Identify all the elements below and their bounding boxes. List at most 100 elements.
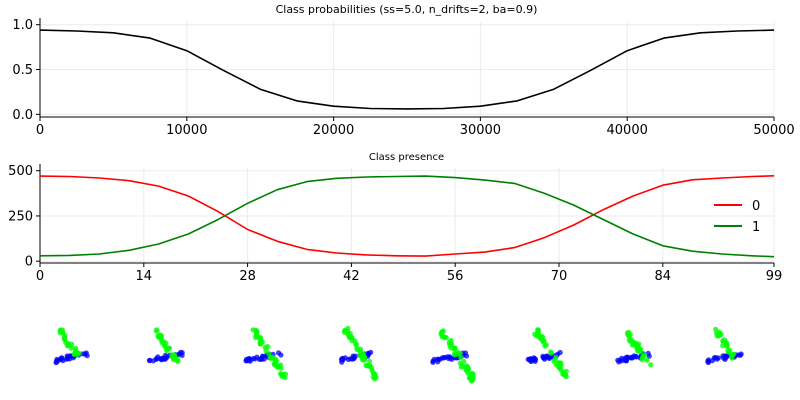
point-class-0 bbox=[176, 351, 182, 357]
point-class-1 bbox=[648, 362, 654, 368]
grid bbox=[39, 168, 775, 263]
point-class-1 bbox=[267, 355, 273, 361]
x-tick-label: 99 bbox=[766, 269, 783, 284]
y-tick-label: 0.0 bbox=[12, 108, 33, 123]
chart-title: Class presence bbox=[369, 152, 444, 163]
point-class-0 bbox=[711, 355, 717, 361]
point-class-0 bbox=[705, 359, 711, 366]
x-tick-label: 0 bbox=[36, 269, 44, 284]
series-line-1 bbox=[39, 175, 775, 258]
point-class-1 bbox=[372, 372, 378, 379]
point-class-1 bbox=[543, 342, 549, 348]
y-tick-label: 250 bbox=[8, 209, 33, 224]
point-class-0 bbox=[339, 356, 345, 362]
scatter-panel bbox=[146, 327, 185, 364]
point-class-1 bbox=[729, 352, 735, 358]
point-class-1 bbox=[352, 338, 358, 344]
point-class-1 bbox=[466, 375, 472, 381]
point-class-0 bbox=[275, 350, 282, 356]
point-class-1 bbox=[642, 352, 648, 358]
point-class-1 bbox=[272, 357, 278, 363]
point-class-1 bbox=[462, 366, 469, 372]
scatter-thumbnails bbox=[53, 325, 744, 384]
point-class-1 bbox=[73, 347, 79, 353]
point-class-1 bbox=[254, 329, 260, 335]
point-class-0 bbox=[557, 349, 563, 356]
point-class-1 bbox=[458, 354, 464, 360]
point-class-1 bbox=[452, 345, 458, 351]
x-tick-label: 50000 bbox=[753, 123, 794, 138]
x-tick-label: 30000 bbox=[460, 123, 501, 138]
point-class-1 bbox=[262, 344, 268, 350]
point-class-0 bbox=[447, 355, 453, 361]
grid bbox=[39, 22, 775, 117]
point-class-1 bbox=[71, 351, 78, 357]
point-class-1 bbox=[161, 342, 167, 348]
y-tick-label: 1.0 bbox=[12, 18, 33, 33]
point-class-1 bbox=[723, 340, 729, 346]
point-class-0 bbox=[540, 354, 546, 361]
point-class-1 bbox=[277, 362, 284, 368]
point-class-1 bbox=[563, 374, 569, 380]
point-class-0 bbox=[738, 351, 744, 357]
point-class-1 bbox=[535, 327, 541, 333]
point-class-1 bbox=[250, 327, 256, 333]
point-class-0 bbox=[246, 356, 252, 362]
point-class-1 bbox=[357, 348, 363, 354]
scatter-panel bbox=[53, 327, 90, 366]
point-class-1 bbox=[158, 337, 164, 343]
axes bbox=[39, 164, 774, 264]
point-class-0 bbox=[160, 355, 166, 361]
point-class-0 bbox=[646, 353, 652, 359]
point-class-1 bbox=[361, 354, 367, 360]
point-class-0 bbox=[60, 357, 66, 364]
series-layer bbox=[39, 29, 775, 110]
x-tick-label: 14 bbox=[136, 269, 153, 284]
tick-layer: 0 14 28 42 56 70 84 99 0 250 500 bbox=[8, 164, 782, 284]
point-class-1 bbox=[257, 334, 263, 340]
series-layer bbox=[39, 175, 775, 258]
scatter-panel bbox=[615, 329, 654, 368]
point-class-0 bbox=[632, 353, 639, 360]
point-class-0 bbox=[430, 359, 436, 365]
point-class-1 bbox=[536, 332, 542, 338]
point-class-1 bbox=[367, 363, 373, 369]
point-class-0 bbox=[147, 357, 153, 363]
scatter-panel bbox=[338, 325, 379, 382]
point-class-1 bbox=[635, 348, 641, 354]
tick-layer: 0 10000 20000 30000 40000 50000 0.0 0.5 1.0 bbox=[12, 18, 794, 138]
scatter-panel bbox=[525, 327, 569, 380]
point-class-0 bbox=[723, 353, 729, 359]
x-tick-label: 42 bbox=[343, 269, 360, 284]
point-class-1 bbox=[439, 329, 445, 335]
point-class-1 bbox=[258, 341, 264, 347]
point-class-1 bbox=[636, 341, 642, 347]
scatter-panel bbox=[705, 326, 744, 366]
x-tick-label: 10000 bbox=[166, 123, 207, 138]
point-class-1 bbox=[62, 337, 68, 343]
chart-title: Class probabilities (ss=5.0, n_drifts=2,… bbox=[276, 3, 538, 16]
x-tick-label: 70 bbox=[551, 269, 568, 284]
point-class-1 bbox=[713, 326, 719, 332]
x-tick-label: 40000 bbox=[607, 123, 648, 138]
point-class-0 bbox=[252, 356, 258, 362]
point-class-1 bbox=[451, 351, 458, 357]
point-class-1 bbox=[342, 327, 348, 333]
point-class-1 bbox=[716, 329, 723, 335]
x-tick-label: 20000 bbox=[313, 123, 354, 138]
legend: 01 bbox=[714, 199, 760, 235]
x-tick-label: 56 bbox=[447, 269, 464, 284]
legend-label: 1 bbox=[752, 220, 760, 235]
point-class-1 bbox=[282, 371, 289, 377]
point-class-1 bbox=[57, 328, 64, 334]
point-class-1 bbox=[153, 328, 159, 334]
point-class-0 bbox=[54, 356, 60, 362]
scatter-panel bbox=[430, 328, 476, 384]
point-class-1 bbox=[164, 346, 170, 352]
point-class-1 bbox=[171, 355, 177, 361]
point-class-0 bbox=[65, 354, 71, 360]
series-line-0 bbox=[39, 175, 775, 257]
point-class-1 bbox=[625, 332, 631, 338]
